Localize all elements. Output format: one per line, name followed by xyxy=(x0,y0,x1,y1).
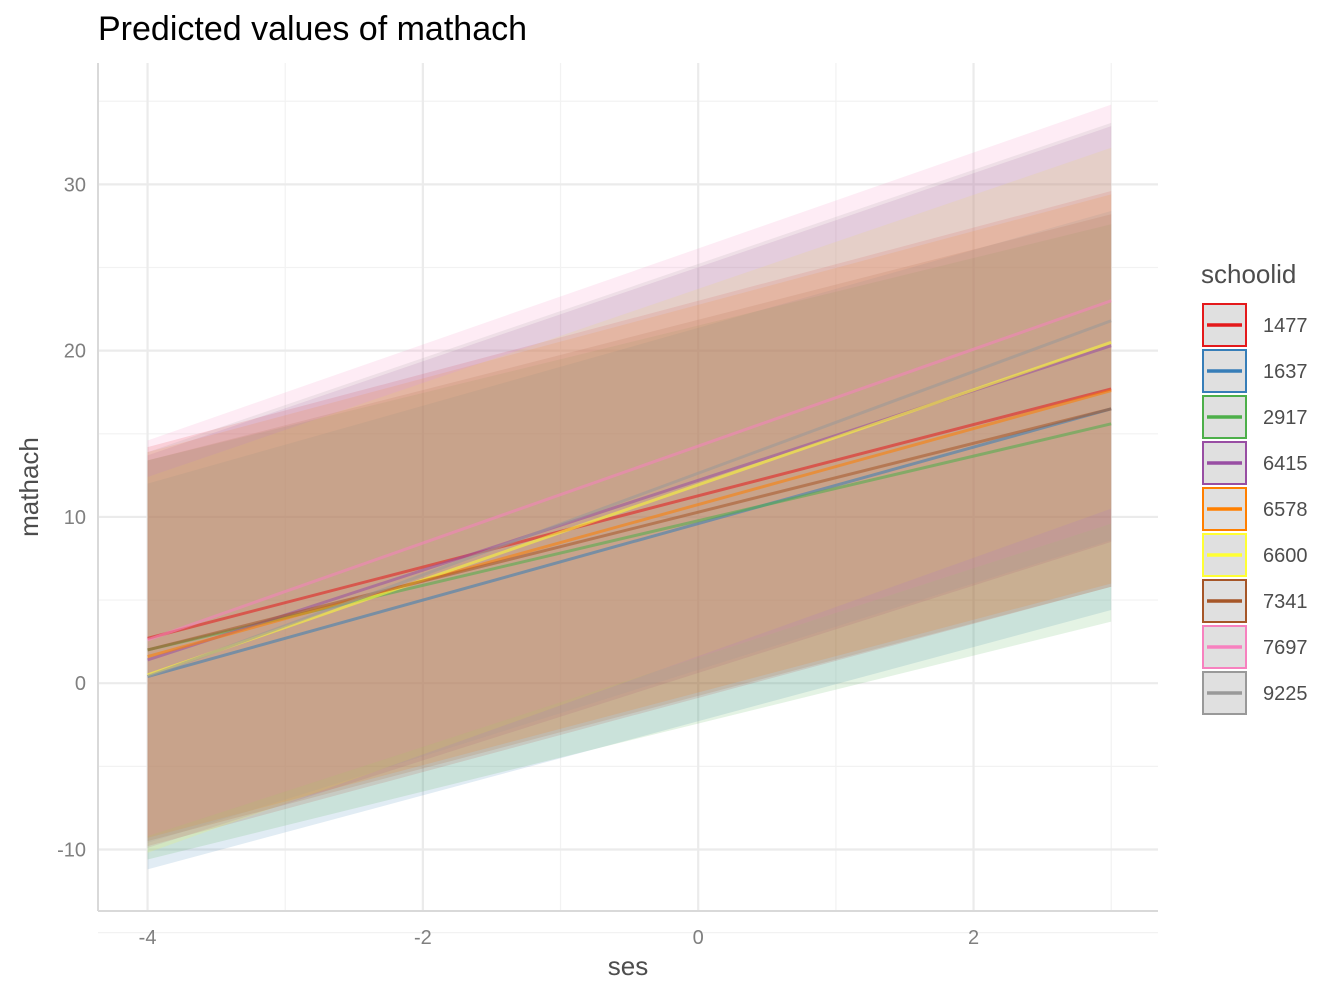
x-axis-title: ses xyxy=(608,951,648,981)
grid xyxy=(98,63,1158,934)
series-line-1477 xyxy=(147,387,1112,640)
series-line-6578 xyxy=(147,389,1112,659)
legend-item-6415: 6415 xyxy=(1202,441,1308,485)
legend-label-2917: 2917 xyxy=(1263,407,1308,429)
x-tick-label: -2 xyxy=(414,927,432,949)
ci-band-1637 xyxy=(147,210,1112,870)
legend-item-2917: 2917 xyxy=(1202,395,1308,439)
legend-label-7697: 7697 xyxy=(1263,637,1308,659)
legend-item-6600: 6600 xyxy=(1202,533,1308,577)
legend-item-6578: 6578 xyxy=(1202,487,1308,531)
legend-label-1637: 1637 xyxy=(1263,361,1308,383)
confidence-bands xyxy=(147,104,1112,870)
ci-band-6578 xyxy=(147,194,1112,838)
legend-item-7697: 7697 xyxy=(1202,625,1308,669)
x-tick-label: 0 xyxy=(693,927,704,949)
legend-item-1637: 1637 xyxy=(1202,349,1308,393)
tick-labels: -4 -2 0 2 -10 0 10 20 30 xyxy=(57,174,979,949)
ci-band-6600 xyxy=(147,147,1112,853)
y-tick-label: 20 xyxy=(64,341,86,363)
legend-label-1477: 1477 xyxy=(1263,315,1308,337)
legend-label-6578: 6578 xyxy=(1263,499,1308,521)
ci-band-6415 xyxy=(147,126,1112,848)
series-line-7697 xyxy=(147,299,1112,642)
y-tick-label: 0 xyxy=(75,673,86,695)
ci-band-9225 xyxy=(147,122,1112,843)
x-tick-label: 2 xyxy=(968,927,979,949)
series-line-9225 xyxy=(147,319,1112,678)
series-line-7341 xyxy=(147,407,1112,652)
legend-item-1477: 1477 xyxy=(1202,303,1308,347)
chart-title: Predicted values of mathach xyxy=(98,10,527,48)
legend-title: schoolid xyxy=(1201,259,1296,289)
series-line-6600 xyxy=(147,340,1112,677)
legend-label-9225: 9225 xyxy=(1263,683,1308,705)
y-tick-label: 30 xyxy=(64,174,86,196)
x-tick-label: -4 xyxy=(139,927,157,949)
ci-band-1477 xyxy=(147,191,1112,847)
series-line-1637 xyxy=(147,407,1112,678)
y-axis-title: mathach xyxy=(14,437,44,537)
y-tick-label: -10 xyxy=(57,839,86,861)
axes xyxy=(97,63,1158,912)
legend-item-7341: 7341 xyxy=(1202,579,1308,623)
legend-label-6415: 6415 xyxy=(1263,453,1308,475)
legend: schoolid 1477 1637 2917 6415 6578 6600 7341 769… xyxy=(1201,259,1308,715)
legend-label-6600: 6600 xyxy=(1263,545,1308,567)
legend-item-9225: 9225 xyxy=(1202,671,1308,715)
y-tick-label: 10 xyxy=(64,507,86,529)
series-lines xyxy=(147,299,1112,678)
ci-band-7341 xyxy=(147,214,1112,842)
legend-label-7341: 7341 xyxy=(1263,591,1308,613)
